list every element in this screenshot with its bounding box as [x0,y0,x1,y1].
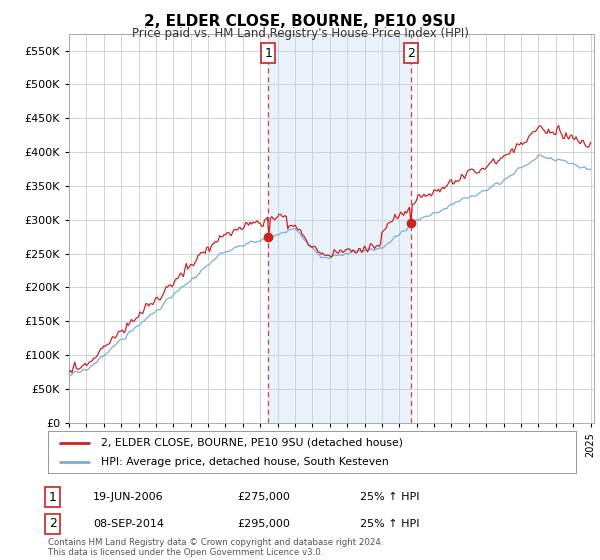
Text: 2, ELDER CLOSE, BOURNE, PE10 9SU: 2, ELDER CLOSE, BOURNE, PE10 9SU [144,14,456,29]
Text: 2: 2 [49,517,57,530]
Text: 1: 1 [265,46,272,59]
Text: Price paid vs. HM Land Registry's House Price Index (HPI): Price paid vs. HM Land Registry's House … [131,27,469,40]
Text: HPI: Average price, detached house, South Kesteven: HPI: Average price, detached house, Sout… [101,457,389,467]
Text: 2: 2 [407,46,415,59]
Text: 19-JUN-2006: 19-JUN-2006 [93,492,164,502]
Text: 2, ELDER CLOSE, BOURNE, PE10 9SU (detached house): 2, ELDER CLOSE, BOURNE, PE10 9SU (detach… [101,437,403,447]
Text: 25% ↑ HPI: 25% ↑ HPI [360,519,419,529]
Text: Contains HM Land Registry data © Crown copyright and database right 2024.
This d: Contains HM Land Registry data © Crown c… [48,538,383,557]
Text: 1: 1 [49,491,57,504]
Text: 08-SEP-2014: 08-SEP-2014 [93,519,164,529]
Text: £295,000: £295,000 [237,519,290,529]
Text: £275,000: £275,000 [237,492,290,502]
Text: 25% ↑ HPI: 25% ↑ HPI [360,492,419,502]
Bar [268,34,411,423]
